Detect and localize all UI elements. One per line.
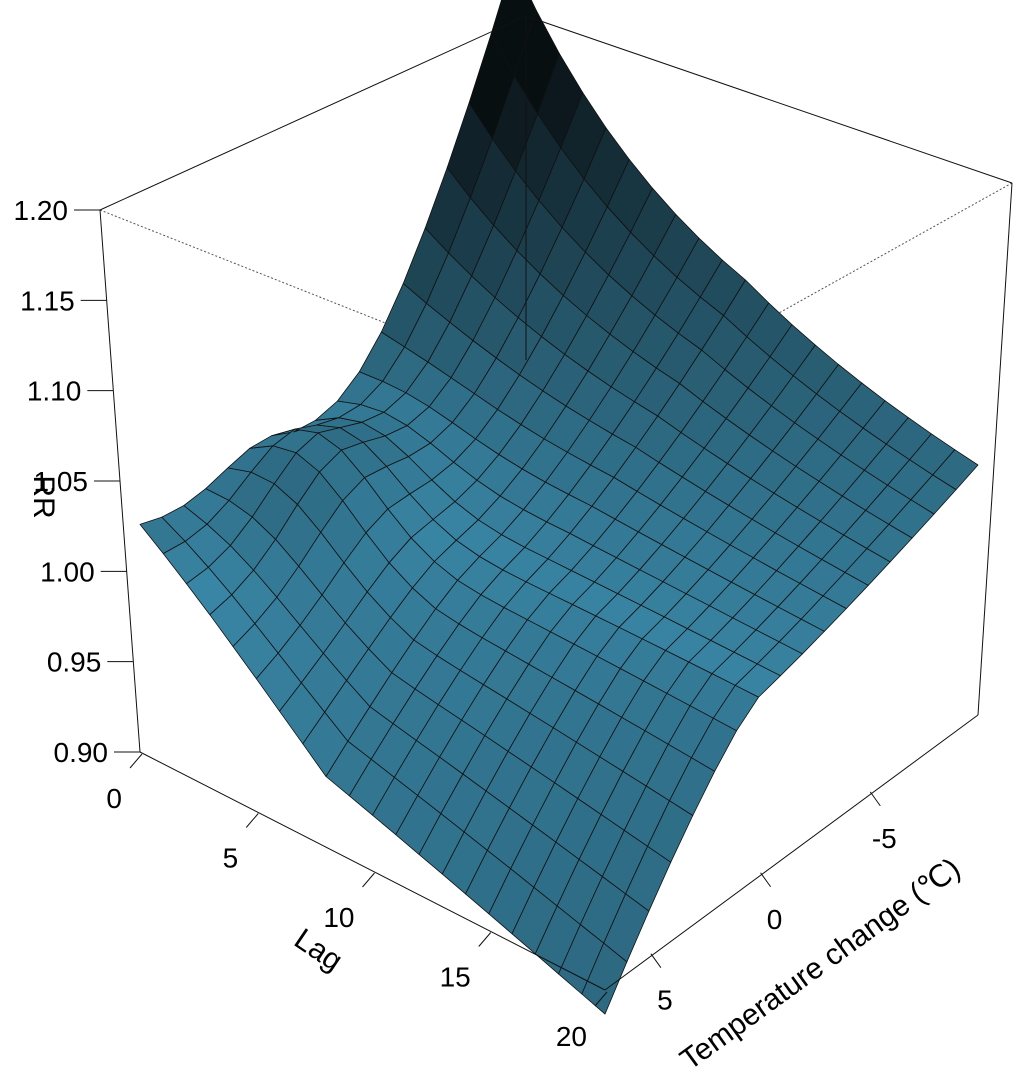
- z-tick-label: 1.00: [40, 556, 95, 587]
- y-axis-title: Temperature change (℃): [674, 852, 966, 1077]
- x-tick-label: 10: [323, 902, 354, 933]
- box-edge-top-right: [525, 15, 1013, 184]
- box-edge-top-left: [99, 15, 527, 211]
- x-tick-mark: [478, 932, 492, 947]
- x-tick-label: 5: [223, 843, 239, 874]
- y-tick-label: -5: [872, 823, 897, 854]
- y-tick-mark: [869, 791, 881, 807]
- z-tick-label: 1.10: [27, 376, 82, 407]
- x-tick-label: 20: [556, 1021, 587, 1052]
- z-tick-label: 0.95: [47, 647, 102, 678]
- x-tick-mark: [594, 991, 608, 1007]
- x-axis: 0 5 10 15 20: [106, 753, 608, 1052]
- surface-facet: [932, 449, 979, 491]
- y-axis: -5 0 5: [650, 791, 897, 1016]
- z-tick-label: 0.90: [54, 737, 109, 768]
- box-edge-bottom-right: [604, 714, 979, 991]
- x-tick-label: 0: [106, 783, 122, 814]
- x-tick-mark: [362, 872, 375, 888]
- y-tick-mark: [650, 953, 662, 968]
- z-axis: 0.90 0.95 1.00 1.05 1.10 1.15 1.20: [14, 195, 140, 768]
- rr-surface: [139, 0, 979, 1015]
- box-edge-right-vertical: [977, 182, 1013, 716]
- z-axis-title: RR: [27, 475, 60, 518]
- z-tick-label: 1.15: [20, 285, 75, 316]
- x-tick-mark: [245, 813, 259, 828]
- z-tick-label: 1.20: [14, 195, 69, 226]
- box-edge-bottom-left: [139, 751, 606, 991]
- z-tick-label: 1.05: [34, 466, 89, 497]
- y-tick-label: 5: [657, 985, 673, 1016]
- y-tick-mark: [760, 872, 771, 888]
- x-tick-label: 15: [440, 962, 471, 993]
- y-tick-label: 0: [767, 904, 783, 935]
- x-tick-mark: [129, 753, 143, 769]
